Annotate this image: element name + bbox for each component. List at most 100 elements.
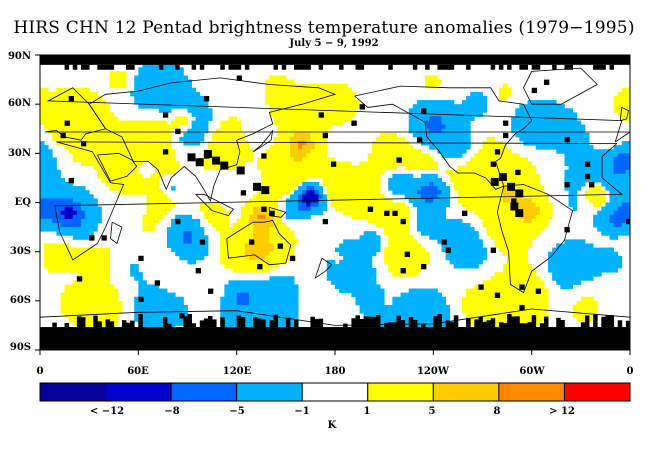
anomaly-cell: [199, 251, 205, 257]
anomaly-cell: [404, 214, 410, 220]
anomaly-cell: [384, 304, 389, 310]
anomaly-cell: [466, 120, 471, 126]
anomaly-cell: [175, 235, 180, 240]
anomaly-cell: [429, 194, 434, 199]
anomaly-cell: [93, 296, 98, 302]
anomaly-cell: [462, 304, 467, 310]
anomaly-cell: [609, 214, 615, 220]
anomaly-cell: [240, 243, 246, 248]
anomaly-cell: [593, 177, 598, 183]
anomaly-cell: [187, 136, 192, 142]
anomaly-cell: [326, 100, 332, 105]
anomaly-cell: [130, 169, 135, 175]
anomaly-cell: [285, 141, 291, 146]
anomaly-cell: [359, 268, 365, 273]
anomaly-cell: [113, 173, 119, 179]
anomaly-cell: [56, 169, 61, 175]
anomaly-cell: [89, 161, 94, 167]
anomaly-cell: [433, 79, 438, 85]
anomaly-cell: [68, 222, 74, 228]
anomaly-cell: [240, 210, 246, 216]
anomaly-cell: [322, 161, 328, 167]
anomaly-cell: [265, 288, 270, 294]
anomaly-cell: [367, 161, 373, 167]
anomaly-cell: [126, 177, 131, 183]
anomaly-cell: [294, 296, 299, 302]
anomaly-cell: [187, 91, 192, 97]
anomaly-cell: [511, 227, 516, 232]
anomaly-cell: [404, 235, 410, 240]
anomaly-cell: [146, 157, 152, 162]
anomaly-cell: [457, 251, 463, 257]
anomaly-cell: [121, 132, 127, 138]
anomaly-cell: [347, 288, 352, 294]
anomaly-cell: [490, 235, 496, 240]
anomaly-cell: [421, 255, 426, 261]
anomaly-cell: [421, 304, 426, 310]
anomaly-cell: [519, 222, 524, 228]
anomaly-cell: [359, 284, 365, 289]
anomaly-cell: [130, 141, 135, 146]
anomaly-cell: [281, 136, 287, 142]
anomaly-cell: [482, 100, 487, 105]
anomaly-cell: [244, 313, 250, 318]
anomaly-cell: [80, 112, 86, 117]
anomaly-cell: [605, 251, 610, 257]
anomaly-cell: [89, 292, 94, 298]
anomaly-cell: [228, 124, 233, 130]
anomaly-cell: [179, 83, 184, 89]
anomaly-cell: [617, 214, 623, 220]
anomaly-cell: [416, 222, 422, 228]
anomaly-cell: [568, 145, 574, 150]
anomaly-cell: [404, 194, 410, 199]
anomaly-cell: [113, 304, 119, 310]
anomaly-cell: [392, 222, 397, 228]
anomaly-cell: [48, 268, 53, 273]
anomaly-cell: [212, 218, 217, 224]
anomaly-cell: [519, 239, 524, 244]
anomaly-cell: [261, 173, 266, 179]
anomaly-cell: [257, 157, 262, 162]
anomaly-cell: [388, 309, 393, 314]
anomaly-cell: [523, 296, 528, 302]
anomaly-cell: [113, 313, 119, 318]
anomaly-cell: [48, 108, 53, 113]
anomaly-cell: [64, 268, 70, 273]
anomaly-cell: [560, 128, 565, 134]
anomaly-cell: [183, 251, 188, 257]
anomaly-cell: [44, 227, 49, 232]
anomaly-cell: [437, 222, 442, 228]
anomaly-cell: [281, 108, 287, 113]
anomaly-cell: [486, 190, 492, 195]
anomaly-cell: [502, 91, 508, 97]
anomaly-cell: [289, 231, 295, 236]
anomaly-cell: [621, 222, 627, 228]
anomaly-cell: [445, 251, 451, 257]
anomaly-cell: [572, 145, 578, 150]
anomaly-cell: [552, 132, 557, 138]
anomaly-cell: [339, 165, 344, 171]
anomaly-cell: [609, 182, 615, 187]
anomaly-cell: [400, 177, 406, 183]
anomaly-cell: [60, 100, 65, 105]
anomaly-cell: [89, 255, 94, 261]
anomaly-cell: [265, 202, 270, 207]
anomaly-cell: [416, 288, 422, 294]
anomaly-cell: [593, 222, 598, 228]
anomaly-cell: [167, 206, 172, 212]
anomaly-cell: [568, 272, 574, 277]
anomaly-cell: [175, 296, 180, 302]
anomaly-cell: [138, 79, 143, 85]
anomaly-cell: [310, 202, 315, 207]
anomaly-cell: [347, 276, 352, 281]
anomaly-cell: [294, 100, 299, 105]
anomaly-cell: [171, 157, 176, 162]
anomaly-cell: [93, 288, 98, 294]
anomaly-cell: [470, 251, 475, 257]
anomaly-cell: [527, 202, 533, 207]
anomaly-cell: [457, 194, 463, 199]
anomaly-cell: [601, 194, 606, 199]
anomaly-cell: [400, 145, 406, 150]
anomaly-cell: [392, 263, 397, 269]
anomaly-cell: [375, 247, 381, 253]
